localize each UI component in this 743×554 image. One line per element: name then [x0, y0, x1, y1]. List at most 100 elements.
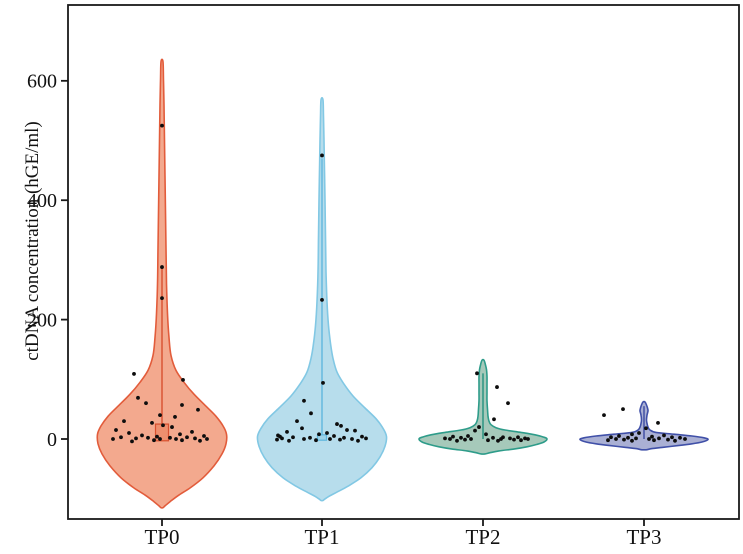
scatter-point-TP2 — [477, 425, 481, 429]
scatter-point-TP1 — [325, 431, 329, 435]
scatter-point-TP3 — [637, 431, 641, 435]
scatter-point-TP0 — [127, 431, 131, 435]
scatter-point-TP0 — [152, 438, 156, 443]
x-tick-label: TP1 — [304, 525, 339, 549]
scatter-point-TP1 — [338, 437, 342, 442]
scatter-point-TP0 — [168, 435, 172, 440]
scatter-point-TP0 — [150, 420, 154, 425]
scatter-point-TP2 — [519, 438, 523, 443]
scatter-point-TP1 — [308, 435, 312, 440]
scatter-point-TP0 — [181, 378, 185, 382]
scatter-point-TP2 — [499, 437, 503, 441]
scatter-point-TP2 — [491, 435, 495, 440]
scatter-point-TP3 — [606, 438, 610, 443]
scatter-point-TP2 — [486, 438, 490, 443]
x-tick-label: TP2 — [465, 525, 500, 549]
scatter-point-TP2 — [473, 428, 477, 433]
scatter-point-TP0 — [196, 407, 200, 412]
scatter-point-TP3 — [630, 432, 634, 437]
scatter-point-TP2 — [496, 438, 500, 443]
scatter-point-TP1 — [302, 398, 306, 403]
scatter-point-TP2 — [451, 434, 455, 439]
scatter-point-TP3 — [626, 435, 630, 440]
scatter-point-TP2 — [506, 401, 510, 406]
scatter-point-TP3 — [617, 434, 621, 438]
scatter-point-TP0 — [173, 415, 177, 419]
scatter-point-TP0 — [160, 123, 164, 128]
scatter-point-TP1 — [287, 438, 291, 443]
scatter-point-TP1 — [309, 411, 313, 416]
scatter-point-TP0 — [136, 395, 140, 400]
scatter-point-TP2 — [443, 436, 447, 441]
scatter-point-TP1 — [339, 423, 343, 428]
scatter-point-TP1 — [335, 422, 339, 426]
scatter-point-TP1 — [353, 428, 357, 433]
scatter-point-TP0 — [170, 425, 174, 429]
scatter-point-TP1 — [321, 380, 325, 385]
scatter-point-TP1 — [320, 298, 324, 302]
scatter-point-TP1 — [317, 432, 321, 437]
scatter-point-TP3 — [602, 413, 606, 418]
scatter-point-TP0 — [190, 429, 194, 434]
scatter-point-TP3 — [609, 435, 613, 440]
y-tick-label: 0 — [47, 429, 57, 451]
scatter-point-TP3 — [644, 426, 648, 431]
scatter-point-TP3 — [621, 407, 625, 412]
scatter-point-TP1 — [320, 153, 324, 158]
scatter-point-TP0 — [155, 434, 159, 439]
scatter-point-TP3 — [666, 437, 670, 442]
scatter-point-TP2 — [448, 437, 452, 441]
scatter-point-TP0 — [193, 436, 197, 441]
y-tick-label: 400 — [27, 190, 57, 212]
scatter-point-TP0 — [146, 435, 150, 440]
scatter-point-TP1 — [291, 435, 295, 440]
scatter-point-TP3 — [652, 438, 656, 443]
scatter-point-TP3 — [647, 437, 651, 441]
scatter-point-TP0 — [202, 434, 206, 438]
scatter-point-TP0 — [161, 423, 165, 428]
x-tick-label: TP0 — [144, 525, 179, 549]
scatter-point-TP0 — [160, 265, 164, 269]
scatter-point-TP2 — [523, 436, 527, 441]
scatter-point-TP1 — [328, 437, 332, 441]
scatter-point-TP0 — [180, 438, 184, 443]
scatter-point-TP1 — [295, 419, 299, 423]
scatter-point-TP0 — [185, 435, 189, 440]
box-TP1 — [316, 434, 328, 441]
scatter-point-TP3 — [670, 435, 674, 440]
scatter-point-TP3 — [683, 437, 687, 441]
scatter-point-TP2 — [495, 385, 499, 389]
scatter-point-TP1 — [280, 436, 284, 441]
scatter-point-TP3 — [657, 436, 661, 441]
scatter-point-TP3 — [630, 438, 634, 443]
scatter-point-TP0 — [132, 372, 136, 376]
scatter-point-TP3 — [656, 420, 660, 425]
x-tick-label: TP3 — [626, 525, 661, 549]
scatter-point-TP2 — [492, 417, 496, 422]
scatter-point-TP0 — [119, 435, 123, 440]
scatter-point-TP2 — [469, 437, 473, 441]
scatter-point-TP0 — [140, 433, 144, 438]
scatter-point-TP0 — [198, 438, 202, 443]
scatter-point-TP3 — [634, 436, 638, 441]
scatter-point-TP1 — [356, 438, 360, 443]
scatter-point-TP1 — [275, 437, 279, 442]
scatter-point-TP2 — [508, 436, 512, 441]
scatter-point-TP2 — [455, 438, 459, 443]
scatter-point-TP3 — [650, 434, 654, 439]
scatter-point-TP1 — [350, 437, 354, 441]
scatter-point-TP1 — [332, 434, 336, 438]
scatter-point-TP1 — [314, 438, 318, 443]
scatter-point-TP1 — [360, 434, 364, 439]
y-tick-label: 600 — [27, 71, 57, 93]
scatter-point-TP3 — [662, 433, 666, 438]
scatter-point-TP1 — [364, 436, 368, 441]
scatter-point-TP0 — [160, 296, 164, 301]
scatter-point-TP2 — [475, 371, 479, 376]
scatter-point-TP2 — [516, 435, 520, 440]
scatter-point-TP1 — [345, 428, 349, 432]
scatter-point-TP1 — [342, 435, 346, 440]
scatter-point-TP2 — [512, 437, 516, 442]
scatter-point-TP0 — [144, 401, 148, 406]
